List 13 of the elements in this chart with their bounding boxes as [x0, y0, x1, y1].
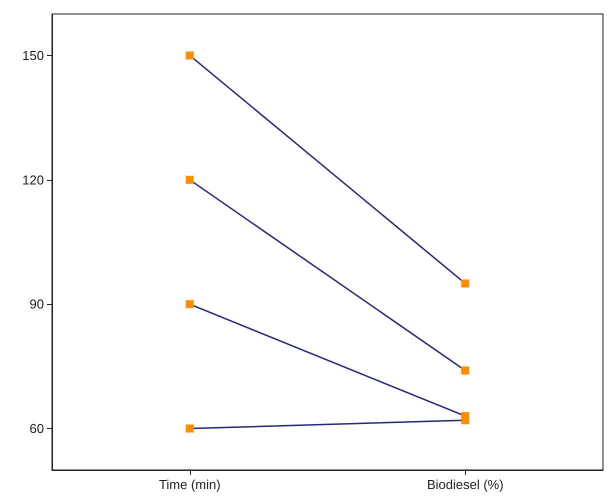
- point: [186, 51, 194, 60]
- point: [461, 279, 470, 288]
- y-tick-label: 60: [30, 421, 44, 436]
- point: [186, 176, 194, 184]
- point: [186, 424, 194, 433]
- x-tick-label: Biodiesel (%): [426, 477, 504, 492]
- y-tick-label: 120: [22, 172, 44, 188]
- y-tick-label: 90: [30, 296, 44, 312]
- x-tick-label: Time (min): [158, 477, 221, 492]
- y-tick-label: 150: [22, 48, 44, 63]
- point: [461, 366, 470, 375]
- point: [186, 300, 194, 308]
- point: [461, 416, 470, 424]
